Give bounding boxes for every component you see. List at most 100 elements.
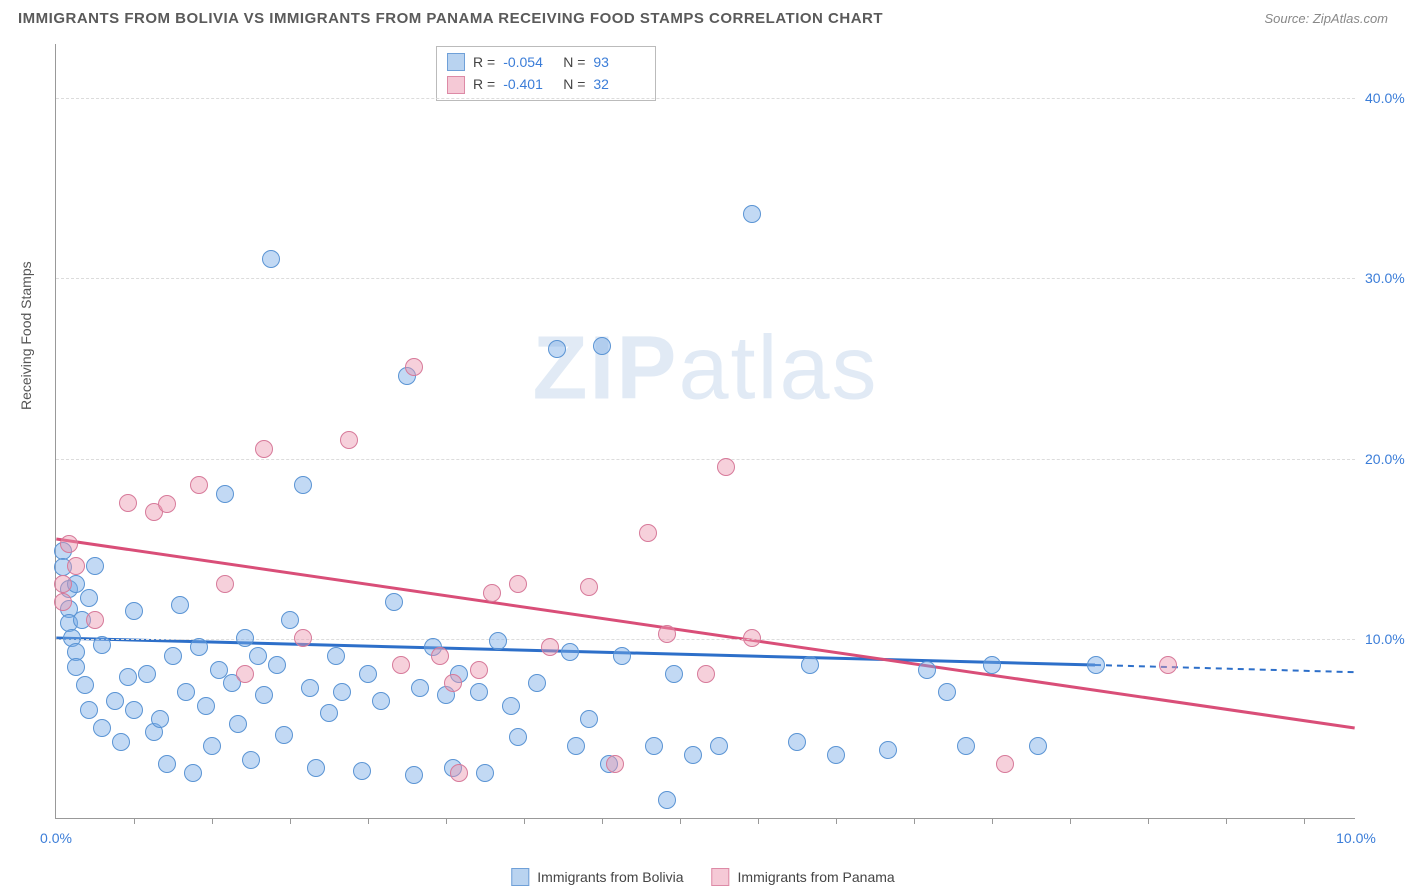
y-tick-label: 40.0% bbox=[1365, 90, 1406, 106]
data-point bbox=[431, 647, 449, 665]
data-point bbox=[411, 679, 429, 697]
data-point bbox=[613, 647, 631, 665]
data-point bbox=[184, 764, 202, 782]
data-point bbox=[450, 764, 468, 782]
data-point bbox=[437, 686, 455, 704]
data-point bbox=[743, 205, 761, 223]
trend-lines bbox=[56, 44, 1355, 818]
y-tick-label: 20.0% bbox=[1365, 451, 1406, 467]
data-point bbox=[223, 674, 241, 692]
data-point bbox=[320, 704, 338, 722]
data-point bbox=[372, 692, 390, 710]
data-point bbox=[424, 638, 442, 656]
data-point bbox=[509, 575, 527, 593]
legend-r-label: R = bbox=[473, 51, 495, 73]
data-point bbox=[255, 686, 273, 704]
data-point bbox=[112, 733, 130, 751]
x-tick-label: 0.0% bbox=[40, 830, 72, 846]
data-point bbox=[444, 674, 462, 692]
y-tick-label: 30.0% bbox=[1365, 270, 1406, 286]
legend-label: Immigrants from Bolivia bbox=[537, 869, 683, 885]
data-point bbox=[697, 665, 715, 683]
data-point bbox=[1029, 737, 1047, 755]
data-point bbox=[158, 755, 176, 773]
data-point bbox=[359, 665, 377, 683]
data-point bbox=[177, 683, 195, 701]
x-minor-tick bbox=[134, 818, 135, 824]
data-point bbox=[171, 596, 189, 614]
data-point bbox=[788, 733, 806, 751]
data-point bbox=[67, 575, 85, 593]
y-axis-label: Receiving Food Stamps bbox=[18, 261, 34, 410]
watermark: ZIPatlas bbox=[532, 318, 878, 421]
data-point bbox=[567, 737, 585, 755]
data-point bbox=[658, 791, 676, 809]
legend-row: R =-0.401N =32 bbox=[447, 73, 645, 95]
data-point bbox=[398, 367, 416, 385]
data-point bbox=[489, 632, 507, 650]
data-point bbox=[600, 755, 618, 773]
data-point bbox=[145, 723, 163, 741]
x-minor-tick bbox=[524, 818, 525, 824]
data-point bbox=[190, 476, 208, 494]
x-minor-tick bbox=[602, 818, 603, 824]
data-point bbox=[60, 580, 78, 598]
legend-swatch bbox=[712, 868, 730, 886]
data-point bbox=[190, 638, 208, 656]
data-point bbox=[528, 674, 546, 692]
data-point bbox=[658, 625, 676, 643]
gridline bbox=[56, 639, 1355, 640]
data-point bbox=[197, 697, 215, 715]
legend-swatch bbox=[447, 76, 465, 94]
data-point bbox=[470, 683, 488, 701]
data-point bbox=[405, 766, 423, 784]
data-point bbox=[717, 458, 735, 476]
x-minor-tick bbox=[836, 818, 837, 824]
data-point bbox=[444, 759, 462, 777]
series-legend-item: Immigrants from Bolivia bbox=[511, 868, 683, 886]
data-point bbox=[593, 337, 611, 355]
data-point bbox=[86, 557, 104, 575]
data-point bbox=[106, 692, 124, 710]
data-point bbox=[73, 611, 91, 629]
data-point bbox=[541, 638, 559, 656]
data-point bbox=[476, 764, 494, 782]
gridline bbox=[56, 98, 1355, 99]
data-point bbox=[502, 697, 520, 715]
legend-r-value: -0.054 bbox=[503, 51, 555, 73]
data-point bbox=[580, 578, 598, 596]
x-tick-label: 10.0% bbox=[1336, 830, 1376, 846]
legend-swatch bbox=[511, 868, 529, 886]
data-point bbox=[262, 250, 280, 268]
data-point bbox=[125, 602, 143, 620]
data-point bbox=[918, 661, 936, 679]
chart-source: Source: ZipAtlas.com bbox=[1264, 11, 1388, 26]
data-point bbox=[255, 440, 273, 458]
data-point bbox=[54, 593, 72, 611]
x-minor-tick bbox=[212, 818, 213, 824]
data-point bbox=[996, 755, 1014, 773]
data-point bbox=[957, 737, 975, 755]
data-point bbox=[405, 358, 423, 376]
legend-r-value: -0.401 bbox=[503, 73, 555, 95]
data-point bbox=[158, 495, 176, 513]
data-point bbox=[203, 737, 221, 755]
x-minor-tick bbox=[758, 818, 759, 824]
data-point bbox=[606, 755, 624, 773]
data-point bbox=[268, 656, 286, 674]
data-point bbox=[145, 503, 163, 521]
data-point bbox=[60, 600, 78, 618]
data-point bbox=[392, 656, 410, 674]
data-point bbox=[645, 737, 663, 755]
x-minor-tick bbox=[368, 818, 369, 824]
x-minor-tick bbox=[1148, 818, 1149, 824]
data-point bbox=[242, 751, 260, 769]
data-point bbox=[216, 485, 234, 503]
data-point bbox=[353, 762, 371, 780]
data-point bbox=[54, 558, 72, 576]
series-legend: Immigrants from BoliviaImmigrants from P… bbox=[511, 868, 894, 886]
data-point bbox=[665, 665, 683, 683]
gridline bbox=[56, 278, 1355, 279]
data-point bbox=[216, 575, 234, 593]
legend-n-label: N = bbox=[563, 73, 585, 95]
